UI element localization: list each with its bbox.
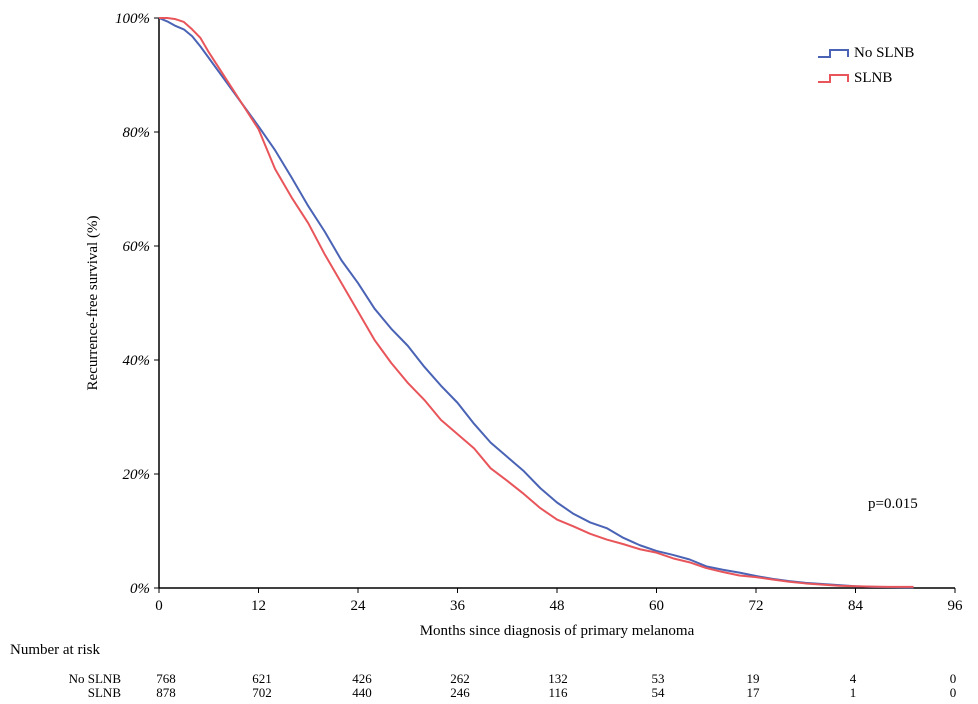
risk-value-slnb: 702 xyxy=(252,685,272,700)
risk-value-slnb: 54 xyxy=(652,685,666,700)
x-axis-ticks: 0 12 24 36 48 60 72 84 96 xyxy=(155,588,963,614)
series-layer xyxy=(158,17,914,589)
series-line-no-slnb xyxy=(158,17,914,589)
legend-swatch-no-slnb xyxy=(818,49,849,58)
p-value-annotation: p=0.015 xyxy=(868,496,918,512)
legend: No SLNB SLNB xyxy=(818,45,914,86)
x-tick-label: 60 xyxy=(649,598,664,614)
risk-row-label-slnb: SLNB xyxy=(88,685,122,700)
x-tick-label: 84 xyxy=(848,598,864,614)
risk-table-title: Number at risk xyxy=(10,642,100,658)
risk-value-slnb: 878 xyxy=(156,685,176,700)
risk-value-no-slnb: 4 xyxy=(850,671,857,686)
x-tick-label: 72 xyxy=(749,598,764,614)
risk-value-no-slnb: 53 xyxy=(652,671,665,686)
legend-label-slnb: SLNB xyxy=(854,70,892,86)
risk-value-no-slnb: 426 xyxy=(352,671,372,686)
y-tick-label: 80% xyxy=(123,125,151,141)
x-tick-label: 12 xyxy=(251,598,266,614)
x-tick-label: 24 xyxy=(351,598,367,614)
risk-value-no-slnb: 19 xyxy=(747,671,760,686)
risk-value-slnb: 17 xyxy=(747,685,761,700)
risk-value-no-slnb: 768 xyxy=(156,671,176,686)
risk-value-no-slnb: 0 xyxy=(950,671,957,686)
risk-value-slnb: 440 xyxy=(352,685,372,700)
risk-value-slnb: 0 xyxy=(950,685,957,700)
x-tick-label: 48 xyxy=(550,598,565,614)
x-axis-title: Months since diagnosis of primary melano… xyxy=(420,623,695,639)
risk-value-no-slnb: 621 xyxy=(252,671,272,686)
x-tick-label: 0 xyxy=(155,598,163,614)
risk-value-slnb: 116 xyxy=(548,685,568,700)
risk-table-values: 768 621 426 262 132 53 19 4 0 878 702 440 246 116 54 17… xyxy=(156,671,956,700)
legend-swatch-slnb xyxy=(818,74,849,83)
risk-value-no-slnb: 262 xyxy=(450,671,470,686)
risk-value-no-slnb: 132 xyxy=(548,671,568,686)
series-line-slnb xyxy=(159,17,914,588)
y-tick-label: 0% xyxy=(130,581,150,597)
y-axis-ticks: 0% 20% 40% 60% 80% 100% xyxy=(115,11,159,597)
x-tick-label: 36 xyxy=(450,598,466,614)
legend-label-no-slnb: No SLNB xyxy=(854,45,914,61)
risk-value-slnb: 1 xyxy=(850,685,857,700)
y-tick-label: 40% xyxy=(123,353,151,369)
y-tick-label: 20% xyxy=(123,467,151,483)
y-tick-label: 60% xyxy=(123,239,151,255)
y-tick-label: 100% xyxy=(115,11,150,27)
y-axis-title: Recurrence-free survival (%) xyxy=(85,216,101,391)
risk-value-slnb: 246 xyxy=(450,685,470,700)
risk-row-label-no-slnb: No SLNB xyxy=(69,671,122,686)
x-tick-label: 96 xyxy=(948,598,964,614)
